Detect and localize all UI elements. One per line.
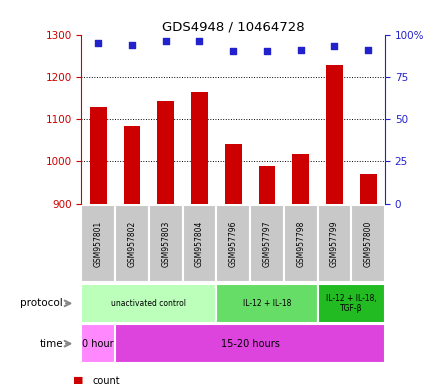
Bar: [124, 126, 140, 204]
Bar: [115, 324, 385, 363]
Text: 15-20 hours: 15-20 hours: [220, 339, 279, 349]
Bar: [318, 205, 351, 282]
Bar: [259, 166, 275, 204]
Text: IL-12 + IL-18: IL-12 + IL-18: [243, 299, 291, 308]
Bar: [81, 284, 216, 323]
Text: unactivated control: unactivated control: [111, 299, 187, 308]
Text: GSM957799: GSM957799: [330, 220, 339, 267]
Bar: [360, 174, 377, 204]
Text: time: time: [40, 339, 63, 349]
Text: ■: ■: [73, 376, 83, 384]
Point: [128, 41, 136, 48]
Bar: [115, 205, 149, 282]
Text: GSM957801: GSM957801: [94, 221, 103, 267]
Text: 0 hour: 0 hour: [82, 339, 114, 349]
Text: count: count: [92, 376, 120, 384]
Bar: [250, 205, 284, 282]
Text: GSM957796: GSM957796: [229, 220, 238, 267]
Bar: [81, 324, 115, 363]
Bar: [292, 154, 309, 204]
Bar: [183, 205, 216, 282]
Point: [264, 48, 271, 55]
Title: GDS4948 / 10464728: GDS4948 / 10464728: [162, 20, 304, 33]
Text: GSM957803: GSM957803: [161, 221, 170, 267]
Bar: [158, 101, 174, 204]
Text: GSM957797: GSM957797: [262, 220, 271, 267]
Bar: [284, 205, 318, 282]
Bar: [326, 65, 343, 204]
Text: GSM957802: GSM957802: [128, 221, 136, 267]
Bar: [90, 107, 107, 204]
Bar: [351, 205, 385, 282]
Bar: [216, 205, 250, 282]
Bar: [216, 284, 318, 323]
Point: [196, 38, 203, 45]
Text: IL-12 + IL-18,
TGF-β: IL-12 + IL-18, TGF-β: [326, 294, 377, 313]
Point: [162, 38, 169, 45]
Point: [95, 40, 102, 46]
Point: [365, 47, 372, 53]
Bar: [318, 284, 385, 323]
Point: [230, 48, 237, 55]
Point: [297, 47, 304, 53]
Bar: [225, 144, 242, 204]
Text: GSM957800: GSM957800: [363, 221, 373, 267]
Text: GSM957798: GSM957798: [296, 221, 305, 267]
Bar: [149, 205, 183, 282]
Text: protocol: protocol: [20, 298, 63, 308]
Point: [331, 43, 338, 50]
Text: GSM957804: GSM957804: [195, 221, 204, 267]
Bar: [191, 93, 208, 204]
Bar: [81, 205, 115, 282]
